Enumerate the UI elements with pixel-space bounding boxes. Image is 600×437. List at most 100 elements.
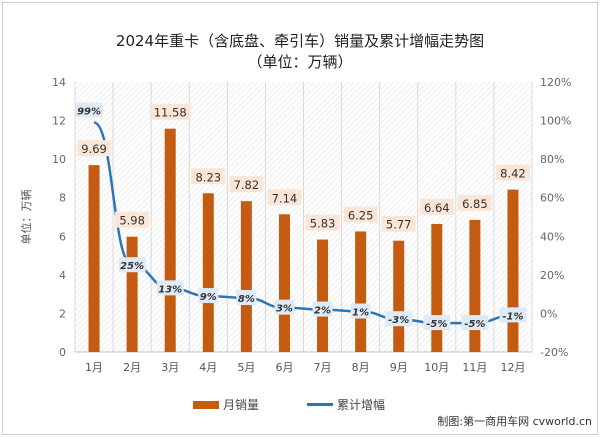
line-label-bg [312, 301, 333, 317]
y2-tick-label: 100% [540, 115, 571, 128]
bar [431, 223, 443, 352]
line-label-bg [118, 257, 146, 273]
bar-label-bg [419, 198, 454, 215]
bar [393, 240, 405, 352]
bar-label-bg [191, 168, 226, 185]
bar-label-bg [343, 206, 378, 223]
x-tick-label: 5月 [237, 361, 255, 374]
line-label-bg [75, 102, 103, 118]
x-tick-label: 6月 [275, 361, 293, 374]
y2-tick-label: 80% [540, 153, 564, 166]
bar-value-label: 5.77 [386, 218, 412, 232]
credit: 制图:第一商用车网 cvworld.cn [437, 415, 592, 428]
y2-tick-label: 0% [540, 307, 557, 320]
line-label-bg [461, 315, 489, 331]
legend-label: 累计增幅 [337, 398, 386, 412]
bar [469, 219, 481, 352]
y-tick-label: 8 [59, 192, 66, 205]
y2-tick-label: 20% [540, 269, 564, 282]
legend-line-swatch [307, 403, 333, 406]
line-value-label: 13% [158, 284, 182, 295]
bar [164, 128, 176, 352]
y-tick-label: 2 [59, 307, 66, 320]
y-tick-label: 14 [52, 76, 66, 89]
y-tick-label: 4 [59, 269, 66, 282]
bar-label-bg [229, 176, 264, 193]
bar-label-bg [267, 189, 302, 206]
bar [507, 189, 519, 352]
line-value-label: 25% [120, 261, 144, 272]
x-tick-label: 9月 [390, 361, 408, 374]
legend-bar-swatch [193, 400, 219, 409]
line-label-bg [385, 311, 413, 327]
x-tick-label: 4月 [199, 361, 217, 374]
line-label-bg [274, 299, 295, 315]
legend-item-line: 累计增幅 [307, 396, 385, 413]
line-value-label: -1% [502, 311, 523, 322]
bar-value-label: 6.85 [462, 197, 488, 211]
y2-tick-label: 60% [540, 192, 564, 205]
line-label-bg [350, 303, 371, 319]
bar [278, 214, 290, 352]
bar [88, 165, 100, 352]
line-value-label: 8% [238, 294, 255, 305]
x-tick-label: 2月 [123, 361, 141, 374]
line-value-label: -5% [464, 319, 485, 330]
line-value-label: 3% [276, 304, 293, 315]
y2-tick-label: 120% [540, 76, 571, 89]
bar-value-label: 5.83 [310, 217, 336, 231]
bar-value-label: 7.14 [272, 191, 298, 205]
y-tick-label: 6 [59, 230, 66, 243]
bar [126, 236, 138, 352]
legend-item-bars: 月销量 [193, 396, 259, 413]
bar-label-bg [457, 194, 492, 211]
bar-value-label: 6.25 [348, 208, 374, 222]
bar-value-label: 5.98 [119, 214, 145, 228]
x-tick-label: 11月 [462, 361, 487, 374]
line-value-label: 2% [314, 306, 331, 317]
bar-value-label: 7.82 [234, 178, 260, 192]
chart-subtitle: （单位：万辆） [247, 53, 353, 71]
bar [240, 201, 252, 352]
line-value-label: 99% [77, 107, 101, 118]
bar-value-label: 9.69 [81, 142, 107, 156]
legend-label: 月销量 [223, 398, 260, 412]
y2-tick-label: -20% [540, 346, 568, 359]
x-tick-label: 3月 [161, 361, 179, 374]
bar-value-label: 11.58 [154, 106, 187, 120]
bar-value-label: 8.42 [500, 167, 526, 181]
line-label-bg [156, 280, 184, 296]
bar-label-bg [149, 103, 191, 120]
x-tick-label: 10月 [424, 361, 449, 374]
bar [317, 239, 329, 352]
line-label-bg [423, 315, 451, 331]
line-label-bg [499, 307, 527, 323]
line-value-label: 1% [352, 308, 369, 319]
line-value-label: -3% [388, 315, 409, 326]
bar-value-label: 8.23 [195, 170, 221, 184]
bar-label-bg [381, 215, 416, 232]
bar [202, 193, 214, 352]
y-tick-label: 0 [59, 346, 66, 359]
bar-label-bg [77, 140, 112, 157]
y2-tick-label: 40% [540, 230, 564, 243]
x-tick-label: 8月 [352, 361, 370, 374]
bar-label-bg [305, 214, 340, 231]
line-value-label: -5% [426, 319, 447, 330]
y-tick-label: 10 [52, 153, 66, 166]
bar-label-bg [115, 211, 150, 228]
bar [355, 231, 367, 352]
chart-title: 2024年重卡（含底盘、牵引车）销量及累计增幅走势图 [115, 32, 485, 50]
y-tick-label: 12 [52, 115, 66, 128]
bar-value-label: 6.64 [424, 201, 450, 215]
line-label-bg [198, 288, 219, 304]
bar-label-bg [495, 164, 530, 181]
x-tick-label: 7月 [314, 361, 332, 374]
y-axis-label: 单位：万辆 [19, 190, 33, 245]
x-tick-label: 1月 [85, 361, 103, 374]
line-value-label: 9% [200, 292, 217, 303]
x-tick-label: 12月 [500, 361, 525, 374]
